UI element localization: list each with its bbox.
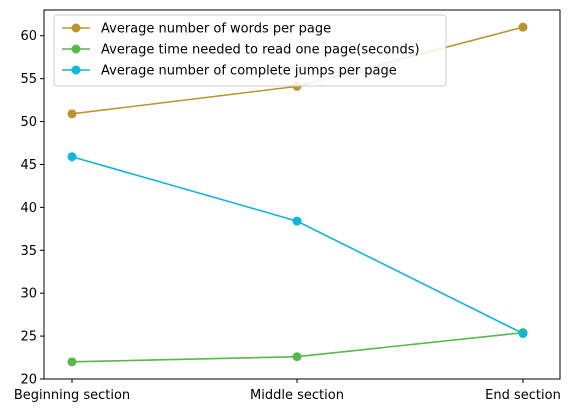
data-point <box>67 357 77 367</box>
data-point <box>518 329 528 339</box>
y-tick-label: 35 <box>20 244 37 259</box>
x-tick-label: Middle section <box>250 388 344 403</box>
y-tick-label: 50 <box>20 115 37 130</box>
data-point <box>67 152 77 162</box>
legend-entry: Average number of words per page <box>62 22 331 37</box>
series-line <box>71 155 524 335</box>
legend-swatch-marker <box>71 44 81 54</box>
legend-swatch-marker <box>71 23 81 33</box>
x-tick-label: Beginning section <box>14 388 130 403</box>
y-tick-label: 60 <box>20 29 37 44</box>
y-tick-label: 25 <box>20 330 37 345</box>
legend-label: Average number of words per page <box>101 22 331 37</box>
legend: Average number of words per page Average … <box>53 14 447 87</box>
series-3 <box>67 152 528 339</box>
legend-label: Average time needed to read one page(sec… <box>101 43 420 58</box>
series-2 <box>67 328 528 367</box>
y-tick-label: 45 <box>20 158 37 173</box>
data-point <box>67 109 77 119</box>
legend-label: Average number of complete jumps per pag… <box>101 64 397 79</box>
x-tick-label: End section <box>485 388 561 403</box>
plot-frame <box>43 9 561 380</box>
legend-box <box>53 14 447 87</box>
axes: 20 25 30 35 40 45 50 55 60 Beginning section Middl… <box>14 9 561 403</box>
y-tick-label: 40 <box>20 201 37 216</box>
legend-entry: Average time needed to read one page(sec… <box>62 43 420 58</box>
legend-swatch-marker <box>71 65 81 75</box>
data-point <box>292 352 302 362</box>
series-lines <box>67 22 528 367</box>
data-point <box>518 22 528 32</box>
legend-entry: Average number of complete jumps per pag… <box>62 64 397 79</box>
y-tick-label: 55 <box>20 72 37 87</box>
y-tick-label: 20 <box>20 373 37 388</box>
data-point <box>292 216 302 226</box>
y-tick-label: 30 <box>20 287 37 302</box>
